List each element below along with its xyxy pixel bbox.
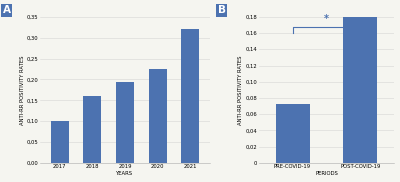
Y-axis label: ANTI-RR POSITIVITY RATES: ANTI-RR POSITIVITY RATES — [238, 55, 243, 125]
Bar — [181, 29, 199, 163]
Bar — [344, 0, 378, 163]
Text: B: B — [218, 5, 226, 15]
Bar — [276, 104, 310, 163]
Y-axis label: ANTI-RR POSITIVITY RATES: ANTI-RR POSITIVITY RATES — [20, 55, 25, 125]
Bar — [51, 121, 68, 163]
Text: *: * — [324, 14, 329, 24]
Bar — [149, 69, 166, 163]
X-axis label: PERIODS: PERIODS — [315, 171, 338, 176]
Bar — [83, 96, 101, 163]
X-axis label: YEARS: YEARS — [116, 171, 134, 176]
Text: A: A — [3, 5, 11, 15]
Bar — [116, 82, 134, 163]
